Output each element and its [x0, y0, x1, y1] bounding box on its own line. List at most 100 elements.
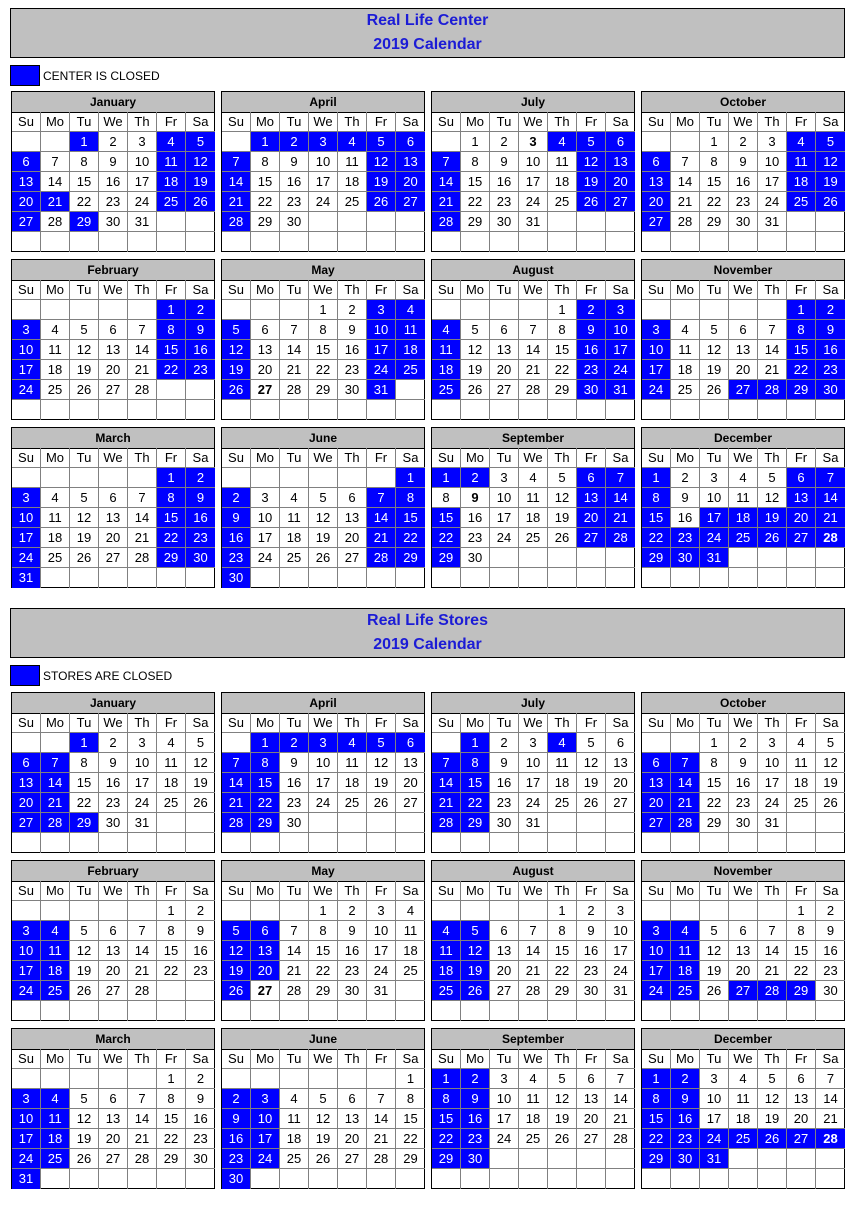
day-cell: 5 [758, 1069, 787, 1089]
empty-cell [432, 568, 461, 588]
empty-cell [816, 548, 845, 568]
month-december: December Su Mo Tu We Th Fr Sa 1 2 3 4 5 6 7 8 9 10 11 12 13 1… [641, 1028, 845, 1189]
day-cell: 25 [280, 548, 309, 568]
day-cell: 26 [816, 793, 845, 813]
day-cell: 16 [816, 340, 845, 360]
empty-cell [548, 212, 577, 232]
day-cell: 14 [758, 941, 787, 961]
weekday-label: We [729, 448, 758, 468]
empty-cell [128, 1001, 157, 1021]
weekday-label: Su [432, 280, 461, 300]
day-cell: 26 [186, 192, 215, 212]
day-cell: 6 [606, 132, 635, 152]
day-cell: 12 [70, 340, 99, 360]
day-cell: 17 [642, 360, 671, 380]
day-cell: 8 [157, 320, 186, 340]
day-cell: 31 [700, 1149, 729, 1169]
day-cell: 20 [577, 1109, 606, 1129]
empty-cell [787, 212, 816, 232]
day-cell: 14 [128, 1109, 157, 1129]
day-cell: 8 [396, 488, 425, 508]
day-cell: 3 [251, 488, 280, 508]
month-october: October Su Mo Tu We Th Fr Sa 1 2 3 4 5 6 7 8 9 10 11 12 13 14… [641, 692, 845, 853]
day-cell: 1 [548, 901, 577, 921]
day-cell: 15 [461, 172, 490, 192]
empty-cell [548, 232, 577, 252]
day-cell: 10 [642, 941, 671, 961]
empty-cell [490, 400, 519, 420]
day-cell: 13 [251, 340, 280, 360]
day-cell: 13 [787, 488, 816, 508]
day-cell: 6 [490, 921, 519, 941]
day-cell: 5 [700, 320, 729, 340]
day-cell: 19 [577, 172, 606, 192]
day-cell: 12 [367, 152, 396, 172]
day-cell: 4 [41, 320, 70, 340]
day-cell: 21 [128, 961, 157, 981]
day-cell: 17 [519, 773, 548, 793]
day-cell: 1 [157, 1069, 186, 1089]
day-cell: 1 [157, 300, 186, 320]
day-cell: 30 [461, 548, 490, 568]
weekday-label: Mo [671, 1049, 700, 1069]
day-cell: 29 [251, 212, 280, 232]
day-cell: 8 [461, 152, 490, 172]
day-cell: 26 [758, 528, 787, 548]
month-june: June Su Mo Tu We Th Fr Sa 1 2 3 4 5 6 7 8 9 10 11 12 13 14 15 1… [221, 1028, 425, 1189]
weekday-label: Th [548, 1049, 577, 1069]
day-cell: 27 [99, 1149, 128, 1169]
weekday-label: We [99, 1049, 128, 1069]
weekday-label: Sa [606, 881, 635, 901]
empty-cell [729, 833, 758, 853]
weekday-label: Fr [787, 713, 816, 733]
day-cell: 13 [396, 753, 425, 773]
day-cell: 5 [577, 132, 606, 152]
day-cell: 10 [251, 508, 280, 528]
day-cell: 23 [816, 360, 845, 380]
empty-cell [99, 901, 128, 921]
weekday-label: Th [128, 448, 157, 468]
empty-cell [606, 833, 635, 853]
empty-cell [519, 901, 548, 921]
day-cell: 13 [12, 172, 41, 192]
day-cell: 11 [432, 340, 461, 360]
day-cell: 14 [41, 773, 70, 793]
empty-cell [222, 400, 251, 420]
day-cell: 18 [787, 773, 816, 793]
day-cell: 29 [461, 813, 490, 833]
day-cell: 16 [671, 1109, 700, 1129]
empty-cell [309, 232, 338, 252]
day-cell: 19 [548, 1109, 577, 1129]
day-cell: 6 [99, 488, 128, 508]
day-cell: 21 [222, 793, 251, 813]
day-cell: 21 [606, 508, 635, 528]
empty-cell [70, 468, 99, 488]
day-cell: 30 [671, 548, 700, 568]
day-cell: 5 [461, 921, 490, 941]
day-cell: 12 [461, 941, 490, 961]
empty-cell [12, 232, 41, 252]
day-cell: 13 [338, 1109, 367, 1129]
day-cell: 29 [432, 1149, 461, 1169]
day-cell: 31 [367, 380, 396, 400]
empty-cell [128, 400, 157, 420]
day-cell: 10 [128, 753, 157, 773]
empty-cell [128, 1069, 157, 1089]
empty-cell [70, 300, 99, 320]
day-cell: 26 [222, 981, 251, 1001]
day-cell: 13 [99, 340, 128, 360]
day-cell: 13 [12, 773, 41, 793]
day-cell: 27 [729, 380, 758, 400]
day-cell: 17 [12, 528, 41, 548]
day-cell: 14 [222, 172, 251, 192]
empty-cell [41, 400, 70, 420]
day-cell: 30 [280, 212, 309, 232]
empty-cell [186, 981, 215, 1001]
day-cell: 29 [157, 548, 186, 568]
weekday-label: Tu [700, 280, 729, 300]
day-cell: 29 [157, 1149, 186, 1169]
day-cell: 2 [461, 468, 490, 488]
empty-cell [222, 468, 251, 488]
weekday-label: Th [548, 112, 577, 132]
weekday-label: Tu [700, 448, 729, 468]
